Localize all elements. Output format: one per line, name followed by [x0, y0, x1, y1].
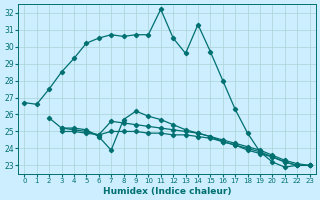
- X-axis label: Humidex (Indice chaleur): Humidex (Indice chaleur): [103, 187, 231, 196]
